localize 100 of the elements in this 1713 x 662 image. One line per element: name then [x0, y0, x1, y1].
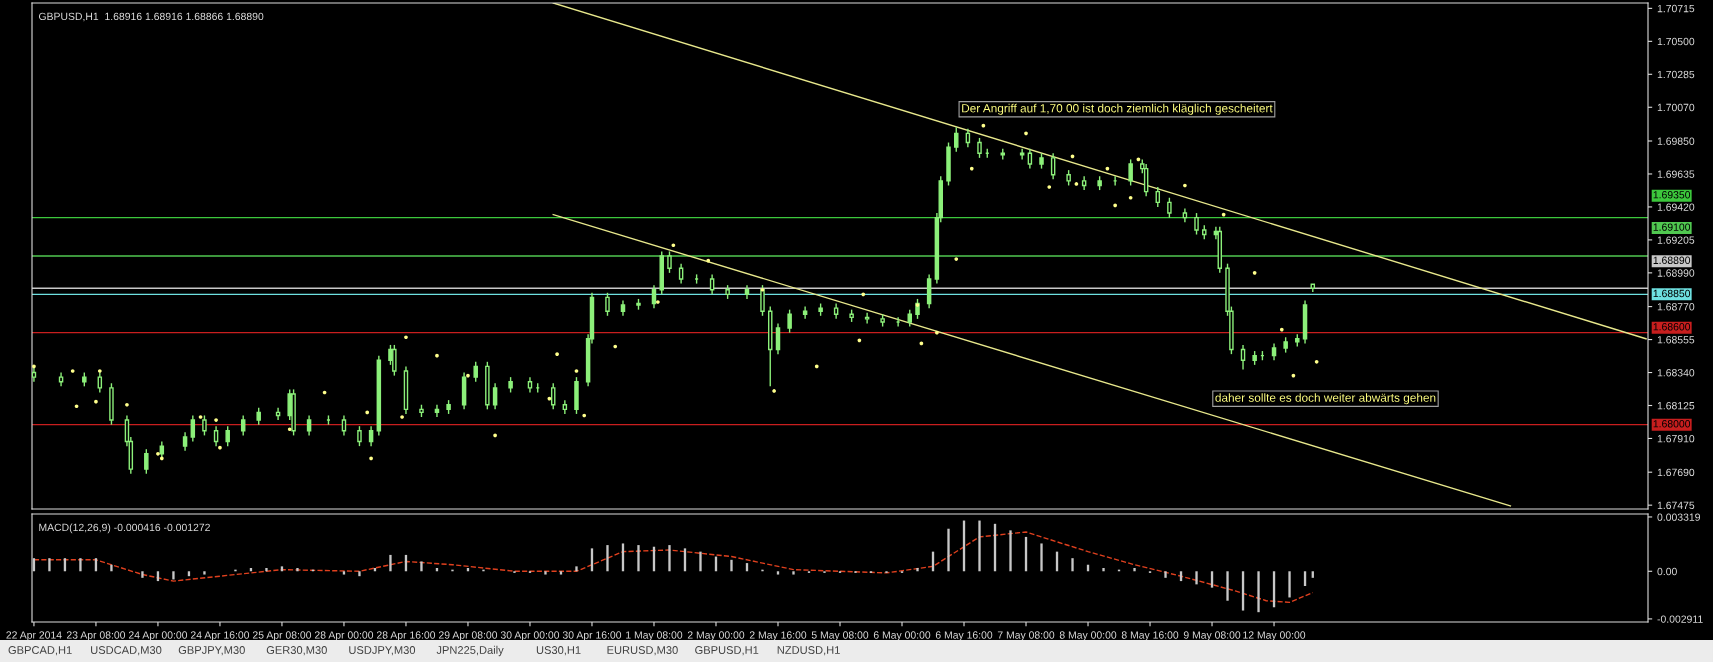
bar [792, 571, 795, 575]
x-tick-label: 24 Apr 00:00 [128, 631, 188, 641]
bar [389, 554, 392, 572]
x-tick-label: 23 Apr 08:00 [66, 631, 126, 641]
bar [420, 561, 423, 572]
x-tick-label: 9 May 08:00 [1183, 631, 1241, 641]
candlestick [341, 414, 347, 437]
candlestick [492, 382, 498, 411]
point [125, 402, 129, 407]
text: MACD(12,26,9) -0.000416 -0.001272 [39, 523, 210, 534]
point [435, 353, 439, 358]
candlestick [1128, 158, 1133, 187]
text: GBPUSD,H1 1.68916 1.68916 1.68866 1.68890 [38, 12, 264, 22]
text: EURUSD,M30 [607, 646, 678, 656]
candlestick [977, 137, 982, 159]
bar [1164, 571, 1167, 578]
bar [79, 558, 82, 572]
point [555, 352, 559, 356]
bar [48, 558, 51, 572]
candlestick [97, 371, 103, 394]
bar [203, 571, 206, 575]
bar [699, 551, 702, 572]
text: US30,H1 [536, 646, 581, 656]
point [814, 364, 819, 369]
point [466, 373, 470, 378]
point [861, 292, 866, 297]
bar [947, 528, 950, 572]
y-tick-label: 1.69420 [1657, 203, 1695, 211]
point [1047, 185, 1052, 189]
bar [187, 571, 191, 577]
y-tick-label: 1.68770 [1657, 303, 1695, 311]
annotation: Der Angriff auf 1,70 00 ist doch ziemlich kläglich gescheitert [962, 103, 1273, 115]
candlestick [605, 292, 610, 317]
bar [172, 571, 175, 580]
point [915, 303, 920, 307]
point [1024, 131, 1028, 136]
bar [916, 568, 919, 572]
candlestick [787, 308, 792, 334]
x-tick-label: 7 May 08:00 [997, 631, 1055, 641]
point [74, 404, 79, 409]
point [1113, 203, 1117, 208]
candlestick [1240, 344, 1246, 371]
candlestick [1194, 212, 1199, 236]
bar [1226, 571, 1229, 601]
bar [1040, 543, 1043, 572]
point [365, 410, 370, 415]
x-tick-label: 29 Apr 08:00 [438, 631, 498, 641]
candlestick [473, 361, 478, 383]
point [400, 415, 404, 419]
x-tick-label: 30 Apr 16:00 [562, 631, 622, 641]
candlestick [864, 312, 870, 325]
x-tick-label: 6 May 00:00 [873, 631, 931, 641]
text: USDJPY,M30 [349, 646, 416, 656]
y-tick-label: 1.70285 [1657, 70, 1695, 79]
candlestick [678, 262, 684, 285]
x-tick-label: 2 May 16:00 [749, 631, 807, 641]
candlestick [240, 414, 246, 437]
text: GBPUSD,H1 [695, 646, 759, 656]
bar [544, 571, 547, 575]
bar [1257, 571, 1260, 613]
y-tick-label: 0.00 [1657, 567, 1677, 576]
y-tick-label: 1.68340 [1657, 369, 1695, 377]
point [70, 369, 75, 373]
point [1279, 327, 1284, 332]
x-tick-label: 25 Apr 08:00 [252, 631, 312, 641]
candlestick [667, 250, 672, 274]
text: NZDUSD,H1 [777, 646, 840, 656]
point [1252, 271, 1257, 275]
candlestick [368, 425, 374, 447]
bar [1195, 571, 1198, 585]
bar [358, 571, 361, 577]
candlestick [357, 425, 362, 447]
text: GER30,M30 [266, 646, 327, 656]
candlestick [1050, 152, 1056, 181]
y-tick-label: 1.69850 [1657, 137, 1695, 145]
candlestick [190, 414, 196, 443]
point [159, 456, 164, 461]
ref-line-label: 1.69350 [1653, 191, 1691, 199]
bar [668, 545, 671, 572]
point [969, 166, 974, 171]
candlestick [1167, 197, 1172, 219]
text: GBPCAD,H1 [8, 646, 72, 656]
bar [978, 520, 981, 572]
point [198, 415, 203, 419]
candlestick [760, 284, 765, 317]
point [1183, 183, 1187, 188]
ref-line-label: 1.68600 [1653, 323, 1691, 331]
candlestick [144, 448, 149, 475]
point [214, 418, 218, 422]
point [656, 300, 660, 304]
candlestick [225, 425, 230, 447]
x-tick-label: 30 Apr 00:00 [500, 631, 560, 641]
point [94, 399, 98, 404]
annotation: daher sollte es doch weiter abwärts gehen [1215, 393, 1436, 405]
bar [559, 571, 563, 575]
x-tick-label: 2 May 00:00 [687, 631, 745, 641]
x-tick-label: 8 May 00:00 [1059, 631, 1117, 641]
point [287, 427, 292, 432]
bar [1311, 571, 1314, 578]
bar [730, 559, 733, 572]
